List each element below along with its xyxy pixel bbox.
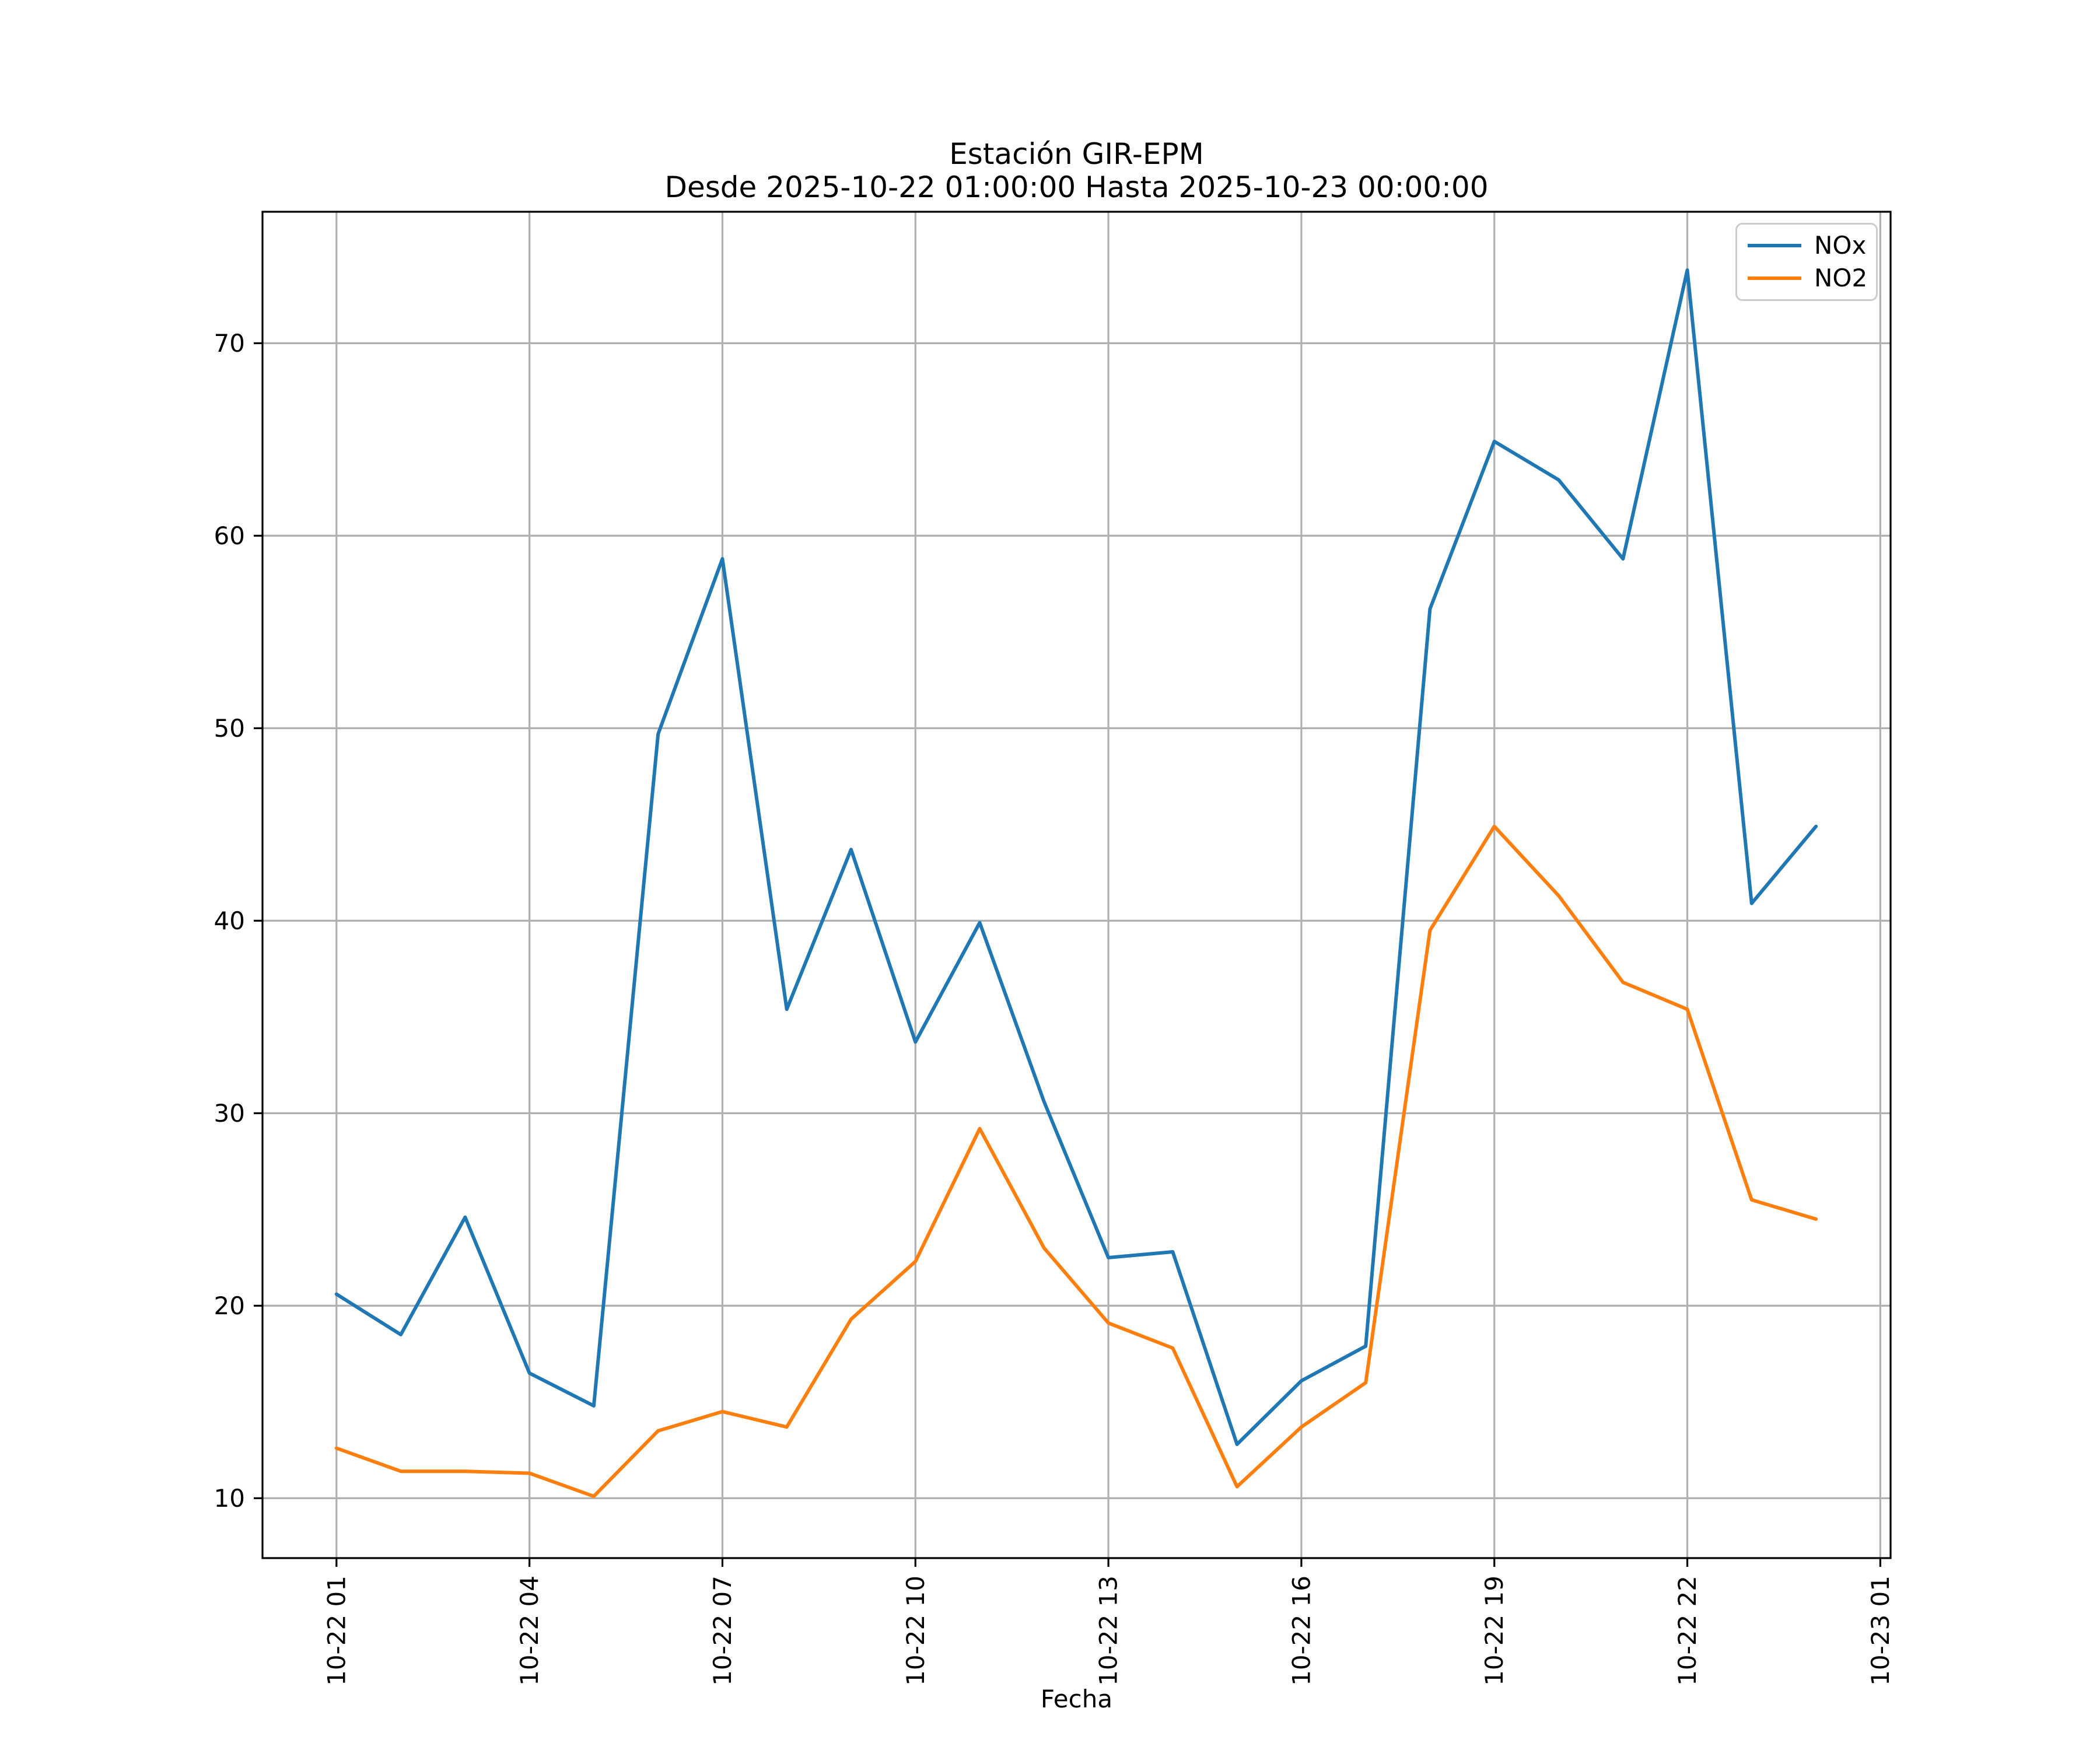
y-tick-label: 30: [214, 1099, 245, 1128]
x-tick-label: 10-22 16: [1287, 1576, 1315, 1686]
x-axis-label: Fecha: [1040, 1685, 1113, 1713]
series-line-nox: [334, 268, 1818, 1446]
chart-subtitle: Desde 2025-10-22 01:00:00 Hasta 2025-10-…: [664, 170, 1489, 204]
legend-label-no2: NO2: [1814, 264, 1868, 292]
y-tick-label: 20: [214, 1292, 245, 1320]
y-tick-label: 10: [214, 1484, 245, 1513]
axes-frame: [261, 211, 1892, 1559]
legend-item-nox: NOx: [1748, 229, 1866, 262]
x-tick-label: 10-22 13: [1094, 1576, 1123, 1686]
y-tick-label: 70: [214, 329, 245, 358]
y-tick-label: 60: [214, 522, 245, 550]
series-line-no2: [334, 824, 1818, 1499]
legend: NOx NO2: [1735, 223, 1878, 301]
x-tick-label: 10-22 01: [322, 1576, 351, 1686]
x-tick-label: 10-22 04: [515, 1576, 544, 1686]
nox-line-sample: [1748, 244, 1801, 247]
chart-title: Estación GIR-EPM: [949, 137, 1204, 171]
title-block: Estación GIR-EPM Desde 2025-10-22 01:00:…: [262, 138, 1891, 204]
x-tick-label: 10-23 01: [1866, 1576, 1895, 1686]
legend-item-no2: NO2: [1748, 262, 1868, 295]
no2-line-sample: [1748, 276, 1801, 280]
y-tick-label: 40: [214, 907, 245, 935]
x-tick-label: 10-22 22: [1673, 1576, 1702, 1686]
y-tick-label: 50: [214, 714, 245, 743]
x-tick-label: 10-22 19: [1480, 1576, 1508, 1686]
legend-label-nox: NOx: [1814, 231, 1867, 260]
x-tick-label: 10-22 10: [901, 1576, 930, 1686]
x-tick-label: 10-22 07: [708, 1576, 737, 1686]
